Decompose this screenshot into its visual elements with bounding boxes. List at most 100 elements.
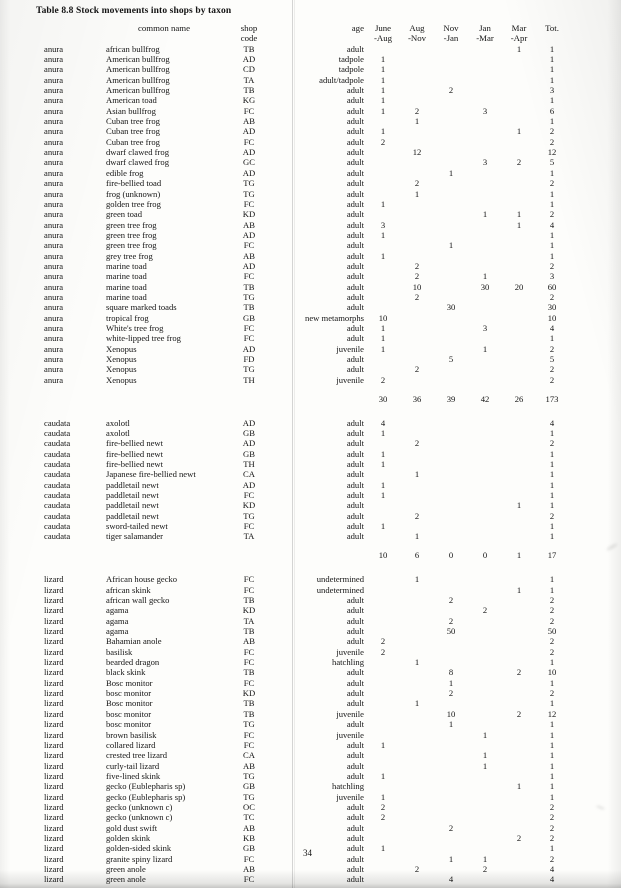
cell-age: adult: [346, 260, 364, 271]
subtotal-period-3: 39: [446, 393, 456, 404]
cell-gap: [276, 419, 302, 429]
cell-common-name: American bullfrog: [106, 54, 170, 65]
table-row: lizard brown basilisk FC juvenile 1 1: [30, 730, 568, 741]
cell-period-4: [468, 575, 502, 585]
cell-period-2: [400, 376, 434, 386]
cell-period-3: 50: [446, 626, 456, 637]
cell-period-3: [434, 741, 468, 751]
cell-period-1: 1: [380, 126, 386, 137]
cell-period-2: [400, 491, 434, 501]
cell-period-1: 1: [380, 490, 386, 501]
cell-period-2: [400, 782, 434, 792]
stock-movements-table: common name shop age June Aug Nov Jan Ma…: [30, 23, 568, 886]
cell-age: adult: [346, 479, 364, 490]
cell-gap: [276, 731, 302, 741]
cell-period-3: [434, 419, 468, 429]
cell-shop-code: FC: [243, 136, 255, 147]
cell-common-name: golden tree frog: [106, 198, 161, 209]
cell-period-4: [468, 586, 502, 596]
cell-total: 1: [549, 843, 555, 854]
cell-taxon: anura: [44, 126, 64, 137]
cell-common-name: black skink: [106, 667, 146, 678]
section-gap: [30, 408, 568, 419]
cell-period-4: [468, 803, 502, 813]
cell-period-4: [468, 221, 502, 231]
cell-taxon: anura: [44, 281, 64, 292]
table-row: caudata Japanese fire-bellied newt CA adult…: [30, 470, 568, 480]
cell-total: 1: [549, 574, 555, 585]
cell-taxon: anura: [44, 85, 64, 96]
cell-period-3: 30: [446, 302, 456, 313]
cell-total: 1: [549, 750, 555, 761]
header-row-second-line: code -Aug -Nov -Jan -Mar -Apr: [30, 34, 568, 44]
cell-period-3: 8: [448, 667, 454, 678]
cell-period-5: [502, 648, 536, 658]
cell-gap: [276, 179, 302, 189]
table-row: anura tropical frog GB new metamorphs 10 10: [30, 313, 568, 324]
cell-period-5: [502, 355, 536, 365]
table-row: anura Cuban tree frog FC adult 2 2: [30, 136, 568, 148]
cell-period-1: 1: [380, 843, 386, 854]
cell-period-5: [502, 241, 536, 251]
cell-period-5: [502, 741, 536, 751]
cell-period-1: [366, 606, 400, 616]
cell-common-name: african skink: [106, 584, 151, 595]
cell-common-name: fire-bellied newt: [106, 448, 164, 459]
cell-period-3: [434, 252, 468, 262]
cell-period-4: 3: [482, 157, 488, 168]
cell-common-name: gecko (unknown c): [106, 801, 173, 812]
cell-age: adult: [346, 302, 364, 313]
table-row: lizard bosc monitor TG adult 1 1: [30, 720, 568, 730]
scan-artifact: [595, 804, 606, 811]
cell-taxon: anura: [44, 136, 64, 147]
cell-period-4: 1: [482, 853, 488, 864]
cell-period-1: [366, 699, 400, 709]
cell-gap: [276, 699, 302, 709]
cell-shop-code: TC: [243, 812, 255, 823]
header-shop-code-line2: code: [240, 33, 258, 44]
table-row: lizard crested tree lizard CA adult 1 1: [30, 751, 568, 761]
cell-period-5: [502, 55, 536, 65]
cell-period-3: [434, 481, 468, 491]
cell-gap: [276, 824, 302, 834]
cell-shop-code: AD: [242, 438, 256, 449]
cell-total: 2: [549, 832, 555, 843]
cell-shop-code: TA: [243, 531, 255, 542]
cell-period-2: [400, 231, 434, 241]
cell-period-5: [502, 731, 536, 741]
cell-total: 1: [549, 698, 555, 709]
cell-period-2: [400, 679, 434, 689]
header-period-4-line2: -Mar: [476, 33, 494, 44]
scan-fold-line: [292, 0, 293, 888]
cell-gap: [276, 345, 302, 355]
cell-gap: [276, 283, 302, 293]
cell-taxon: anura: [44, 209, 64, 220]
cell-common-name: golden skink: [106, 832, 151, 843]
table-row: anura edible frog AD adult 1 1: [30, 168, 568, 179]
cell-common-name: Xenopus: [106, 374, 137, 385]
cell-period-2: [400, 834, 434, 844]
cell-total: 1: [549, 459, 555, 469]
cell-period-3: [434, 365, 468, 375]
cell-period-4: [468, 481, 502, 491]
table-row: lizard gecko (Eublepharis sp) GB hatchling 1…: [30, 782, 568, 792]
subtotal-age: [302, 395, 366, 408]
cell-total: 1: [549, 657, 555, 668]
subtotal-taxon: [30, 395, 106, 408]
cell-common-name: paddletail newt: [106, 510, 159, 521]
cell-gap: [276, 762, 302, 772]
cell-period-1: 1: [380, 198, 386, 209]
cell-gap: [276, 512, 302, 522]
cell-gap: [276, 107, 302, 117]
cell-taxon: lizard: [44, 760, 64, 771]
cell-taxon: lizard: [44, 595, 64, 606]
table-row: lizard five-lined skink TG adult 1 1: [30, 771, 568, 782]
cell-age: adult: [346, 43, 364, 54]
table-row: caudata fire-bellied newt TH adult 1 1: [30, 460, 568, 470]
table-row: anura marine toad AD adult 2 2: [30, 260, 568, 272]
cell-period-3: [434, 210, 468, 220]
cell-age: adult: [346, 126, 364, 137]
subtotal-gap: [30, 543, 568, 552]
cell-age: adult: [346, 136, 364, 147]
